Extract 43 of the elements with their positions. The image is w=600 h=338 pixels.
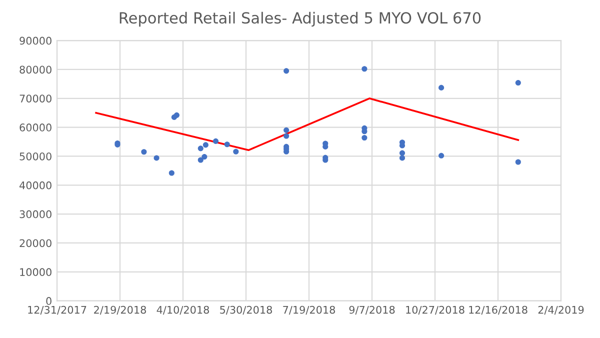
x-tick-label: 2/19/2018 [94, 306, 146, 315]
point [202, 142, 208, 148]
point [515, 159, 521, 165]
point [399, 155, 406, 161]
point [515, 80, 521, 86]
x-tick-label: 7/19/2018 [283, 306, 335, 315]
point [362, 134, 368, 140]
point [212, 138, 219, 144]
point [284, 68, 290, 74]
point [174, 112, 180, 118]
point [202, 154, 208, 160]
x-tick-label: 5/30/2018 [220, 306, 272, 315]
y-tick-label: 80000 [20, 66, 52, 74]
point [198, 146, 204, 152]
point [198, 157, 204, 163]
chart-title: Reported Retail Sales- Adjusted 5 MYO VOL 670 [120, 12, 481, 27]
x-tick-label: 9/7/2018 [349, 306, 395, 315]
point [284, 133, 290, 139]
point [362, 66, 368, 72]
x-tick-label: 12/16/2018 [469, 306, 528, 315]
x-tick-label: 4/10/2018 [156, 306, 209, 315]
point [154, 155, 160, 161]
point [284, 127, 290, 133]
point [233, 148, 239, 154]
point [224, 142, 230, 148]
y-tick-label: 30000 [20, 210, 52, 218]
y-tick-label: 50000 [20, 152, 52, 160]
point [168, 170, 174, 176]
point [141, 149, 147, 155]
x-tick-label: 2/4/2019 [538, 306, 584, 315]
x-tick-label: 12/31/2017 [28, 306, 86, 315]
point [438, 152, 444, 158]
point [399, 150, 406, 156]
y-tick-label: 40000 [20, 181, 52, 190]
y-tick-label: 70000 [20, 94, 52, 102]
y-tick-label: 10000 [20, 268, 52, 276]
y-tick-label: 20000 [20, 239, 52, 248]
y-tick-label: 0 [46, 297, 52, 305]
point [438, 84, 444, 90]
line-series [95, 97, 520, 152]
x-tick-label: 10/27/2018 [406, 306, 464, 315]
y-tick-label: 60000 [20, 124, 52, 132]
y-tick-label: 90000 [20, 36, 52, 45]
